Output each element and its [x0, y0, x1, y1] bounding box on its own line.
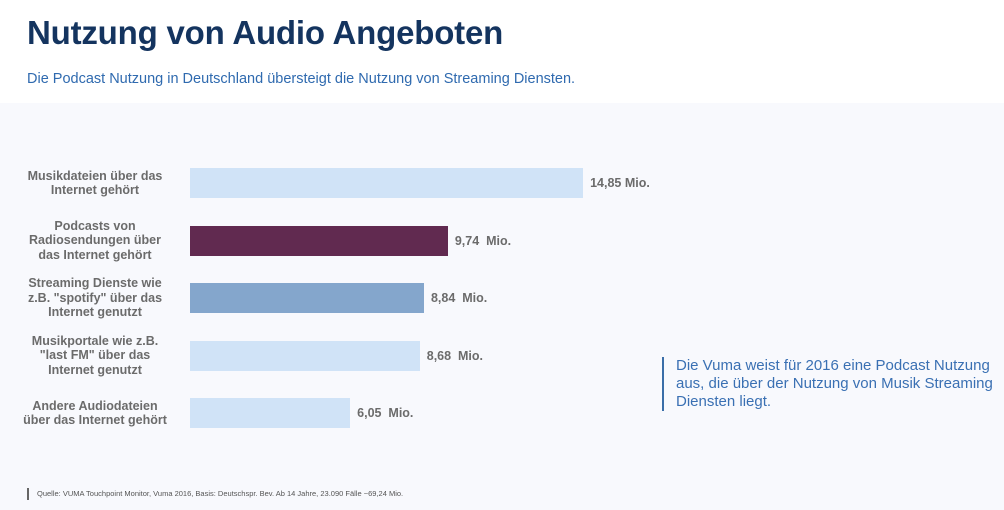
bar-2	[190, 225, 448, 256]
value-label: 14,85 Mio.	[590, 176, 650, 190]
category-label: Andere Audiodateien über das Internet geh…	[23, 398, 167, 428]
bar-4	[190, 340, 420, 371]
bar-5	[190, 398, 351, 428]
value-label: 8,68 Mio.	[426, 348, 484, 363]
page-subtitle: Die Podcast Nutzung in Deutschland übers…	[27, 71, 576, 87]
category-label: Musikdateien über das Internet gehört	[27, 168, 163, 198]
category-label: Streaming Dienste wie z.B. "spotify" über…	[27, 276, 163, 320]
annotation-note: Die Vuma weist für 2016 eine Podcast Nut…	[662, 357, 996, 411]
value-label: 6,05 Mio.	[357, 406, 414, 420]
category-label: Podcasts von Radiosendungen über das Inter…	[29, 218, 161, 262]
bar-1	[190, 168, 584, 198]
page-title: Nutzung von Audio Angeboten	[27, 14, 504, 51]
value-label: 9,74 Mio.	[454, 233, 512, 248]
bar-3	[190, 283, 424, 313]
value-label: 8,84 Mio.	[430, 291, 488, 305]
source-footnote: Quelle: VUMA Touchpoint Monitor, Vuma 20…	[27, 488, 403, 500]
category-label: Musikportale wie z.B. "last FM" über das I…	[31, 333, 159, 377]
